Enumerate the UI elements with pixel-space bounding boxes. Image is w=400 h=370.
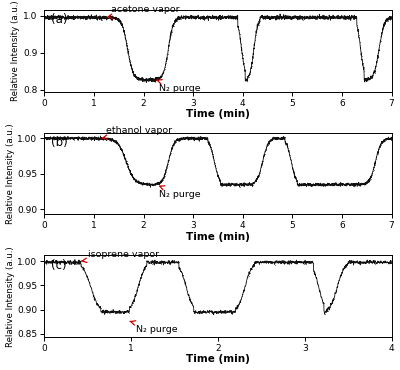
Text: ethanol vapor: ethanol vapor [102,126,172,139]
Text: acetone vapor: acetone vapor [108,6,180,18]
Y-axis label: Relative Intensity (a.u.): Relative Intensity (a.u.) [11,0,20,101]
X-axis label: Time (min): Time (min) [186,109,250,119]
Text: (a): (a) [51,13,68,26]
Y-axis label: Relative Intensity (a.u.): Relative Intensity (a.u.) [6,246,14,347]
Text: N₂ purge: N₂ purge [157,80,201,93]
Text: (b): (b) [51,136,68,149]
Text: (c): (c) [51,259,67,272]
X-axis label: Time (min): Time (min) [186,232,250,242]
X-axis label: Time (min): Time (min) [186,354,250,364]
Y-axis label: Relative Intensity (a.u.): Relative Intensity (a.u.) [6,123,14,224]
Text: isoprene vapor: isoprene vapor [82,250,159,263]
Text: N₂ purge: N₂ purge [130,321,177,334]
Text: N₂ purge: N₂ purge [160,186,201,199]
